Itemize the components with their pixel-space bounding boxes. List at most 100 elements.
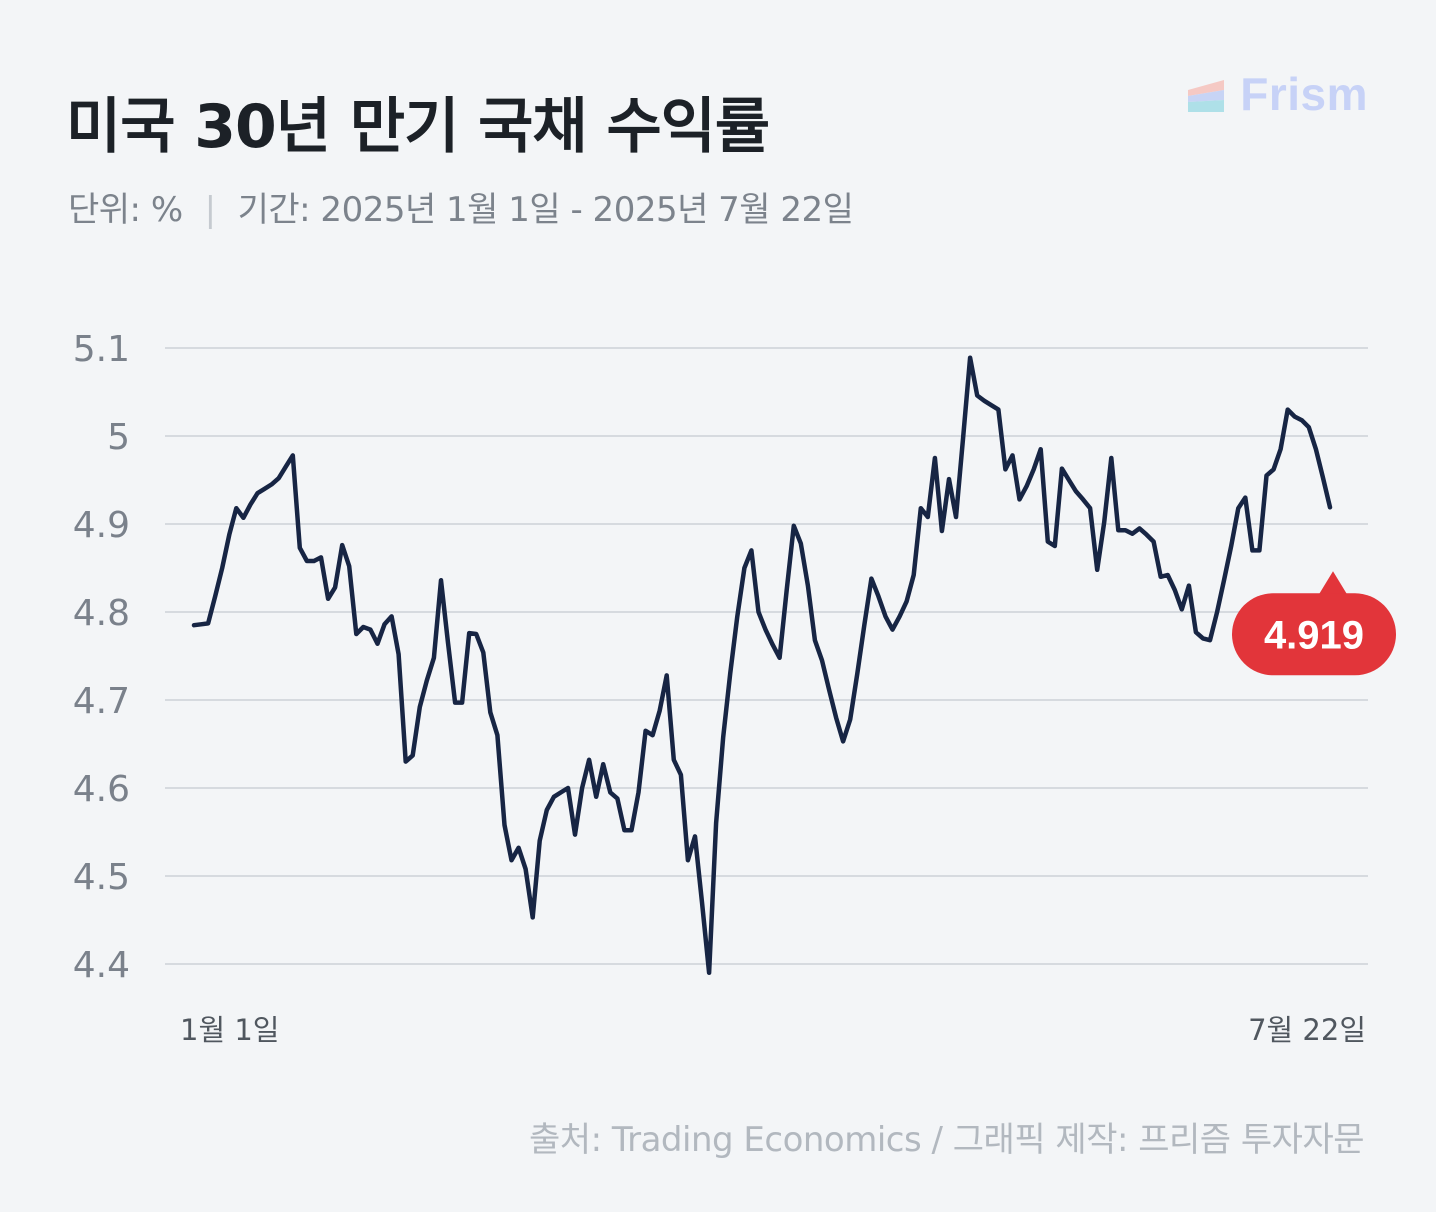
data-point	[1060, 467, 1064, 471]
x-tick-label-start: 1월 1일	[180, 1013, 279, 1047]
data-point	[376, 642, 380, 646]
data-point	[771, 643, 775, 647]
data-point	[340, 543, 344, 547]
data-point	[573, 833, 577, 837]
data-point	[418, 705, 422, 709]
data-point	[1067, 478, 1071, 482]
data-point	[467, 631, 471, 635]
data-point	[982, 399, 986, 403]
data-point	[637, 790, 641, 794]
data-point	[806, 584, 810, 588]
data-point	[1328, 505, 1332, 509]
data-point	[241, 516, 245, 520]
data-point	[404, 760, 408, 764]
data-point	[1081, 497, 1085, 501]
data-point	[1173, 588, 1177, 592]
data-point	[869, 577, 873, 581]
data-point	[1032, 467, 1036, 471]
data-point	[425, 679, 429, 683]
data-point	[1229, 544, 1233, 548]
data-point	[1243, 496, 1247, 500]
y-tick-label: 5.1	[73, 329, 130, 370]
data-point	[884, 614, 888, 618]
data-point	[1314, 447, 1318, 451]
data-point	[1180, 607, 1184, 611]
data-point	[1265, 474, 1269, 478]
data-point	[1293, 415, 1297, 419]
data-point	[975, 394, 979, 398]
data-point	[326, 597, 330, 601]
data-point	[1250, 548, 1254, 552]
data-point	[1039, 447, 1043, 451]
data-point	[644, 729, 648, 733]
data-point	[538, 839, 542, 843]
data-point	[319, 555, 323, 559]
data-point	[354, 632, 358, 636]
data-point	[1003, 467, 1007, 471]
data-point	[707, 971, 711, 975]
data-point	[559, 790, 563, 794]
data-point	[742, 566, 746, 570]
data-point	[700, 900, 704, 904]
data-point	[672, 758, 676, 762]
grid-lines	[165, 347, 1368, 965]
data-point	[263, 487, 267, 491]
y-tick-label: 4.6	[73, 769, 130, 810]
brand-name: Frism	[1240, 68, 1368, 120]
data-point	[926, 515, 930, 519]
data-point	[312, 559, 316, 563]
data-point	[658, 709, 662, 713]
data-point	[453, 701, 457, 705]
callout-badge	[1232, 593, 1396, 676]
data-point	[446, 641, 450, 645]
data-point	[305, 559, 309, 563]
data-point	[524, 867, 528, 871]
data-point	[891, 628, 895, 632]
data-point	[432, 656, 436, 660]
y-tick-label: 4.9	[73, 505, 130, 546]
data-point	[227, 533, 231, 537]
data-point	[721, 735, 725, 739]
data-point	[1279, 447, 1283, 451]
data-point	[728, 672, 732, 676]
data-point	[1145, 533, 1149, 537]
data-point	[608, 790, 612, 794]
data-point	[1194, 630, 1198, 634]
data-point	[234, 506, 238, 510]
data-points	[192, 356, 1332, 975]
data-point	[834, 716, 838, 720]
data-point	[665, 673, 669, 677]
data-point	[1222, 577, 1226, 581]
data-point	[397, 652, 401, 656]
data-point	[954, 515, 958, 519]
data-point	[1187, 584, 1191, 588]
callout-pointer	[1319, 571, 1347, 595]
data-point	[531, 915, 535, 919]
data-point	[284, 465, 288, 469]
data-point	[1286, 408, 1290, 412]
data-point	[785, 588, 789, 592]
data-point	[749, 548, 753, 552]
data-point	[820, 658, 824, 662]
data-point	[1130, 532, 1134, 536]
chart-subtitle: 단위: % | 기간: 2025년 1월 1일 - 2025년 7월 22일	[68, 182, 854, 231]
data-point	[940, 529, 944, 533]
data-point	[693, 834, 697, 838]
data-point	[1201, 636, 1205, 640]
y-tick-label: 4.8	[73, 593, 130, 634]
data-point	[862, 623, 866, 627]
data-point	[333, 585, 337, 589]
data-point	[947, 477, 951, 481]
data-point	[622, 828, 626, 832]
data-point	[545, 808, 549, 812]
data-point	[390, 614, 394, 618]
data-point	[764, 628, 768, 632]
data-point	[827, 687, 831, 691]
last-value-callout: 4.919	[1232, 571, 1396, 676]
data-point	[601, 762, 605, 766]
data-point	[1159, 575, 1163, 579]
data-point	[1321, 475, 1325, 479]
page-title: 미국 30년 만기 국채 수익률	[66, 92, 770, 162]
